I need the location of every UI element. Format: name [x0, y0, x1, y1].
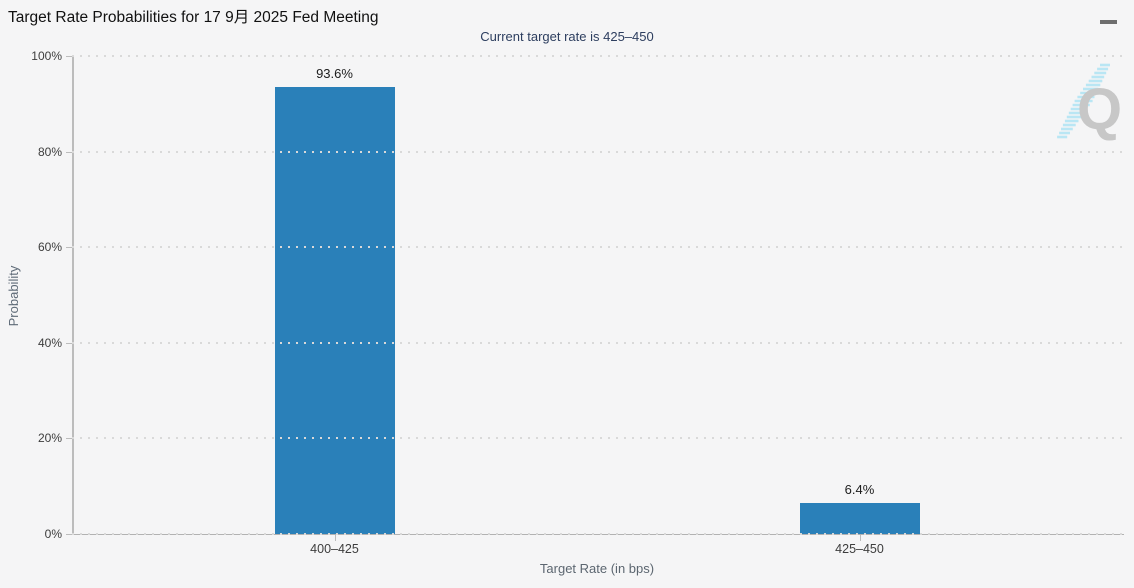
- x-axis-tick: [859, 535, 861, 541]
- gridline: [72, 437, 1122, 440]
- y-tick-label: 0%: [44, 527, 62, 541]
- y-axis-tick: [66, 56, 72, 57]
- bar[interactable]: [799, 503, 920, 534]
- bar-value-label: 93.6%: [316, 65, 353, 81]
- y-tick-label: 20%: [37, 431, 62, 446]
- hamburger-icon: [1100, 20, 1117, 24]
- y-tick-label: 80%: [37, 144, 62, 159]
- y-axis-tick: [66, 247, 72, 249]
- x-axis-tick: [334, 535, 336, 541]
- watermark-q-letter: Q: [1077, 77, 1122, 142]
- y-tick-label: 100%: [31, 49, 62, 63]
- bar[interactable]: [274, 86, 395, 534]
- y-axis-tick: [66, 534, 72, 535]
- y-tick-label: 40%: [37, 335, 62, 350]
- y-tick-label: 60%: [37, 240, 62, 255]
- y-axis-line: [72, 56, 74, 534]
- gridline: [72, 341, 1122, 344]
- y-axis-tick: [66, 342, 72, 344]
- y-axis-tick: [66, 438, 72, 440]
- bar-value-label: 6.4%: [844, 482, 875, 498]
- x-tick-label: 400–425: [310, 542, 359, 556]
- gridline: [72, 55, 1122, 57]
- gridline: [72, 150, 1122, 153]
- chart-subtitle: Current target rate is 425–450: [480, 29, 654, 44]
- gridline: [72, 246, 1122, 249]
- watermark-stripes: [1057, 63, 1110, 139]
- x-axis-title: Target Rate (in bps): [539, 561, 655, 576]
- plot-area: Q 93.6% 6.4%: [72, 55, 1122, 535]
- quikstrike-watermark-logo: Q: [1057, 63, 1122, 142]
- y-axis-title: Probability: [6, 265, 21, 327]
- x-tick-label: 425–450: [835, 542, 884, 556]
- y-axis-tick: [66, 151, 72, 153]
- gridline: [72, 533, 1122, 535]
- chart-menu-button[interactable]: [1100, 8, 1118, 24]
- chart-title: Target Rate Probabilities for 17 9月 2025…: [8, 9, 379, 26]
